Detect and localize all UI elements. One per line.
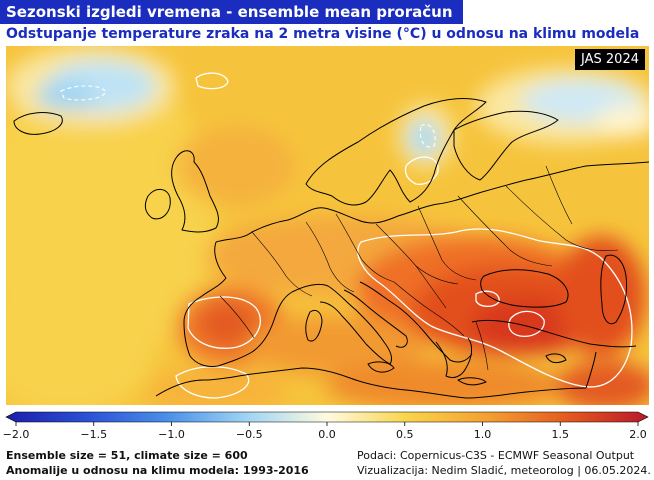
ensemble-size-text: Ensemble size = 51, climate size = 600: [6, 449, 248, 462]
colorbar-tick-label: −1.0: [158, 428, 185, 441]
colorbar-tick-label: 0.0: [318, 428, 336, 441]
colorbar-tick-label: 1.0: [474, 428, 492, 441]
colorbar-tick-label: −2.0: [3, 428, 30, 441]
colorbar-tick-label: −0.5: [236, 428, 263, 441]
page-title: Sezonski izgledi vremena - ensemble mean…: [6, 3, 453, 21]
credit-text: Vizualizacija: Nedim Sladić, meteorolog …: [357, 464, 651, 477]
data-source-text: Podaci: Copernicus-C3S - ECMWF Seasonal …: [357, 449, 635, 462]
colorbar-tick-label: 0.5: [396, 428, 414, 441]
source-info: Podaci: Copernicus-C3S - ECMWF Seasonal …: [357, 448, 651, 478]
season-badge: JAS 2024: [575, 49, 645, 70]
colorbar: −2.0 −1.5 −1.0 −0.5 0.0 0.5 1.0 1.5 2.0: [0, 410, 654, 446]
title-bar: Sezonski izgledi vremena - ensemble mean…: [0, 0, 463, 24]
page-subtitle: Odstupanje temperature zraka na 2 metra …: [6, 26, 640, 42]
ensemble-info: Ensemble size = 51, climate size = 600 A…: [6, 448, 309, 478]
coastlines: [13, 98, 649, 399]
country-borders: [219, 165, 619, 371]
cool-contours: [60, 85, 436, 148]
anomaly-period-text: Anomalije u odnosu na klimu modela: 1993…: [6, 464, 309, 477]
colorbar-tick-label: −1.5: [80, 428, 107, 441]
colorbar-svg: −2.0 −1.5 −1.0 −0.5 0.0 0.5 1.0 1.5 2.0: [3, 411, 649, 441]
colorbar-gradient: [5, 411, 649, 423]
colorbar-ticks: −2.0 −1.5 −1.0 −0.5 0.0 0.5 1.0 1.5 2.0: [3, 422, 647, 441]
colorbar-tick-label: 1.5: [552, 428, 570, 441]
map-svg: [6, 46, 649, 405]
anomaly-map: JAS 2024: [6, 46, 649, 405]
colorbar-tick-label: 2.0: [629, 428, 647, 441]
